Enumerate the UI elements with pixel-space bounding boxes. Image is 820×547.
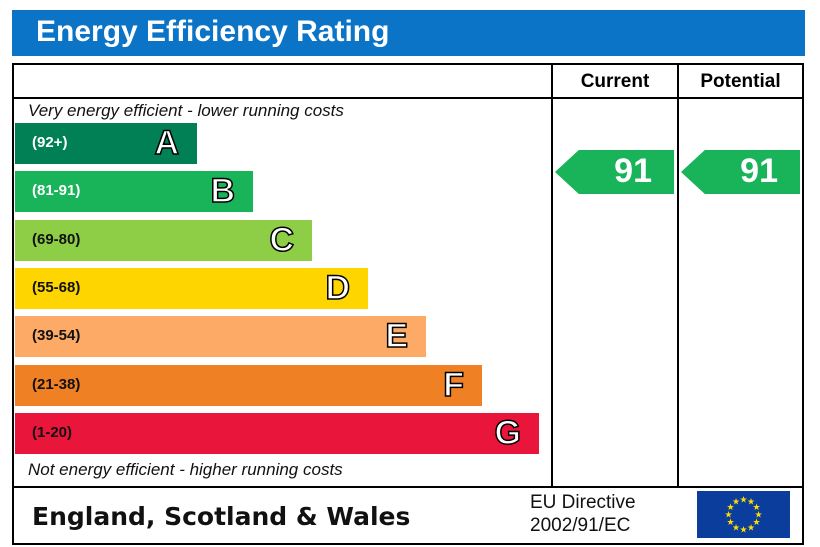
eu-star: ★ [754,510,762,520]
band-range: (81-91) [32,182,81,200]
rating-band-e: (39-54) E [15,316,426,358]
chart-title: Energy Efficiency Rating [36,15,390,48]
eu-star: ★ [724,510,732,520]
band-range: (21-38) [32,375,81,393]
eu-flag-icon: ★ ★★★★★★★★★★★ [697,491,790,538]
band-letter: A [154,123,180,163]
eu-star: ★ [747,522,755,532]
eu-directive-line1: EU Directive [530,492,636,513]
column-divider [677,65,679,487]
eu-star: ★ [732,497,740,507]
bottom-note: Not energy efficient - higher running co… [28,460,343,479]
rating-table: Current Potential Very energy efficient … [12,63,804,545]
eu-star: ★ [739,495,747,505]
band-letter: C [269,220,295,260]
potential-column-header: Potential [700,71,781,92]
current-rating-arrow: 91 [555,150,674,194]
potential-rating-arrow: 91 [681,150,800,194]
band-range: (39-54) [32,327,81,345]
band-letter: D [325,268,351,308]
column-divider [551,65,553,487]
potential-rating-value: 91 [740,152,778,190]
rating-band-b: (81-91) B [15,171,253,213]
band-letter: G [494,413,522,453]
rating-band-f: (21-38) F [15,364,482,406]
band-range: (1-20) [32,423,73,441]
rating-band-c: (69-80) C [15,219,312,261]
eu-star: ★ [726,517,734,527]
band-letter: F [442,365,464,405]
top-note: Very energy efficient - lower running co… [28,101,344,120]
rating-band-d: (55-68) D [15,267,368,309]
eu-star: ★ [726,502,734,512]
current-rating-value: 91 [614,152,652,190]
band-range: (92+) [32,134,68,151]
band-range: (69-80) [32,230,81,248]
rating-band-g: (1-20) G [15,412,539,454]
eu-star: ★ [747,497,755,507]
footer-divider [14,486,802,488]
band-range: (55-68) [32,278,81,296]
current-column-header: Current [580,71,650,92]
band-letter: B [210,172,236,212]
eu-star: ★ [739,525,747,535]
eu-star: ★ [752,502,760,512]
eu-star: ★ [732,522,740,532]
band-letter: E [385,316,409,356]
footer-region: England, Scotland & Wales [32,502,411,531]
eu-star: ★ [752,517,760,527]
title-bar: Energy Efficiency Rating [12,10,805,56]
header-divider [14,97,802,99]
eu-directive-line2: 2002/91/EC [530,515,631,536]
eu-directive: EU Directive 2002/91/EC [530,491,636,537]
rating-band-a: (92+) A [15,123,197,164]
